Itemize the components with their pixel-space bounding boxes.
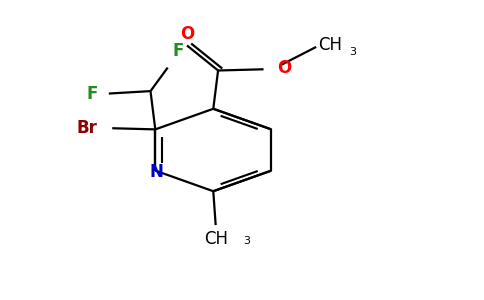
Text: Br: Br [77, 119, 98, 137]
Text: O: O [180, 25, 194, 43]
Text: F: F [172, 42, 183, 60]
Text: 3: 3 [243, 236, 250, 246]
Text: CH: CH [204, 230, 227, 247]
Text: F: F [87, 85, 98, 103]
Text: N: N [149, 163, 163, 181]
Text: 3: 3 [348, 47, 356, 57]
Text: CH: CH [318, 37, 343, 55]
Text: O: O [277, 59, 291, 77]
